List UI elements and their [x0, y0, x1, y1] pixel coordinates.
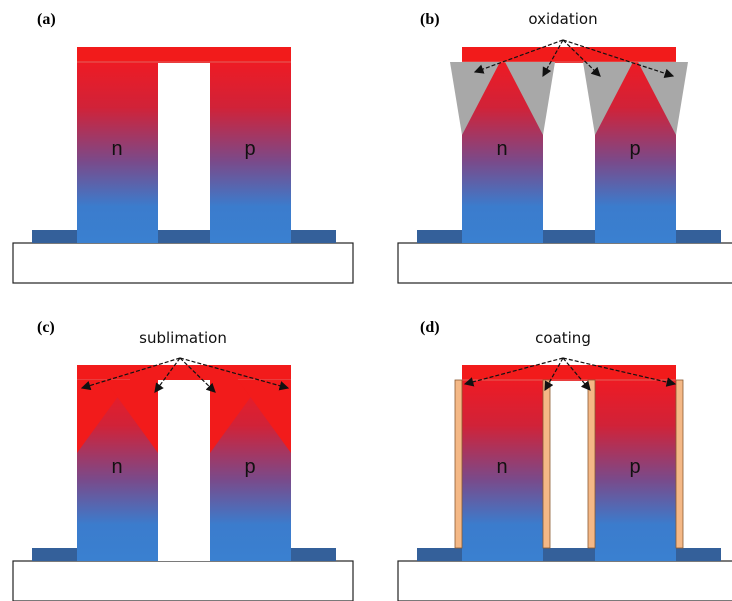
leg-label: p: [244, 138, 255, 160]
page: (a) n p (b) oxidation n p (c) sublimatio…: [0, 0, 732, 601]
leg-label: n: [496, 138, 507, 160]
panel-b: (b) oxidation n p: [398, 10, 732, 283]
leg-label: p: [629, 138, 640, 160]
leg-label: n: [111, 138, 122, 160]
panel-c: (c) sublimation n p: [13, 319, 353, 601]
panel-label: (d): [420, 319, 440, 336]
panel-a: (a) n p: [13, 11, 353, 283]
leg-label: n: [496, 456, 507, 478]
panel-label: (b): [420, 11, 440, 28]
leg-label: p: [244, 456, 255, 478]
leg-label: n: [111, 456, 122, 478]
annotation: coating: [535, 329, 591, 347]
annotation: oxidation: [528, 10, 597, 28]
annotation: sublimation: [139, 329, 227, 347]
panel-label: (a): [37, 11, 56, 28]
diagram: (a) n p (b) oxidation n p (c) sublimatio…: [0, 0, 732, 601]
leg-label: p: [629, 456, 640, 478]
panel-label: (c): [37, 319, 55, 336]
panel-d: (d) coating n p: [398, 319, 732, 601]
